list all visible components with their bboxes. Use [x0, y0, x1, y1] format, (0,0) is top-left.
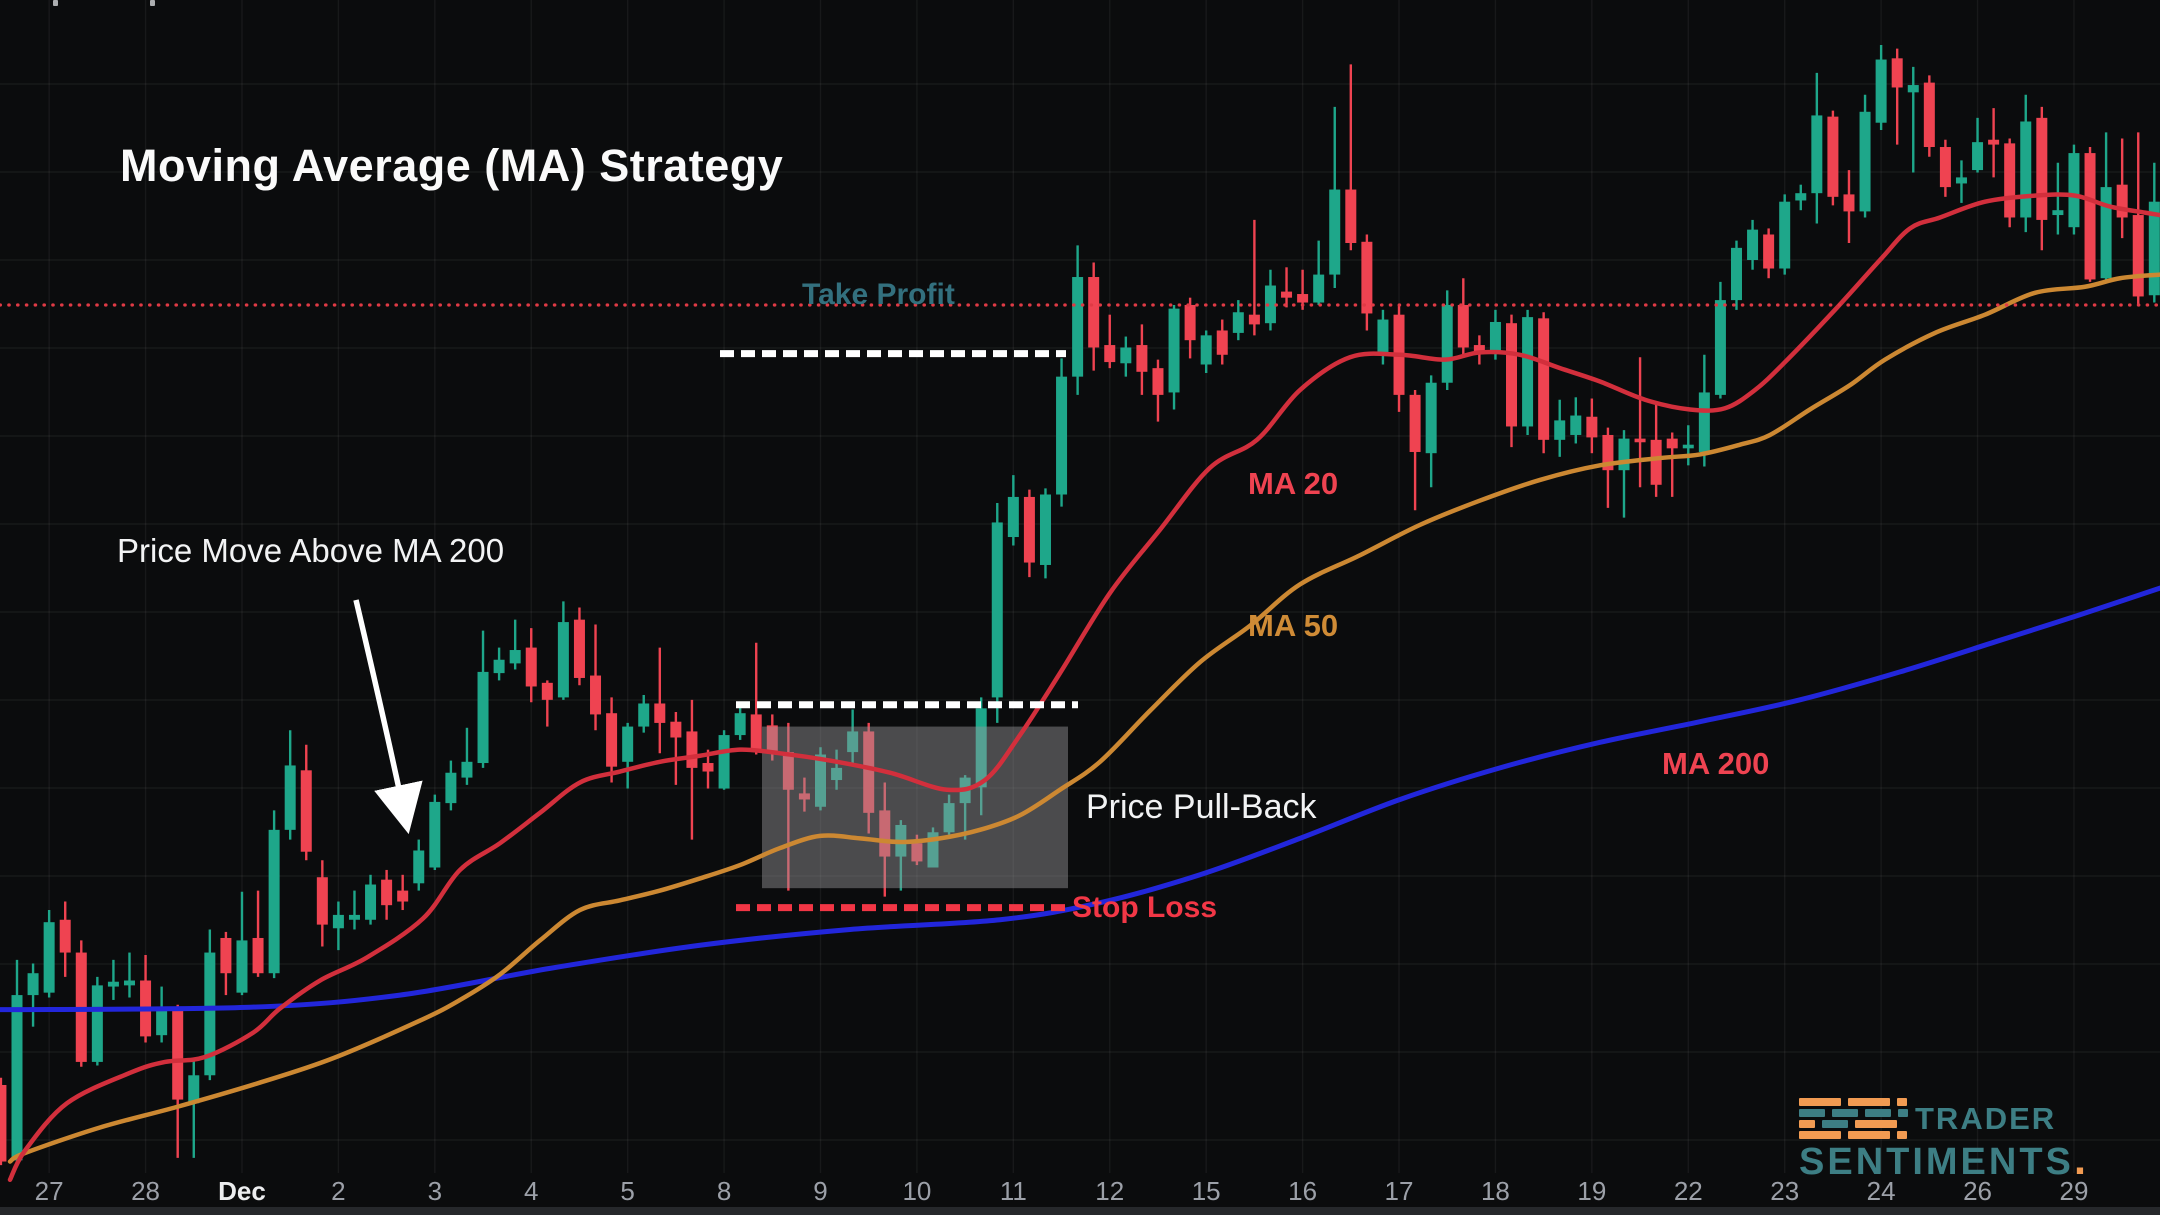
x-axis-label: 19: [1577, 1176, 1606, 1206]
x-axis-label: 24: [1867, 1176, 1896, 1206]
candles: [0, 44, 2160, 1166]
x-axis-label: 17: [1385, 1176, 1414, 1206]
x-axis-label: 23: [1770, 1176, 1799, 1206]
x-axis-label: 12: [1095, 1176, 1124, 1206]
x-axis-label: 10: [902, 1176, 931, 1206]
x-axis-label: 2: [331, 1176, 345, 1206]
cropped-text-fragment: [53, 0, 58, 6]
trader-sentiments-logo-icon: [1799, 1098, 1908, 1139]
x-axis-label: 22: [1674, 1176, 1703, 1206]
cropped-text-fragment: [150, 0, 155, 6]
x-axis-label: 8: [717, 1176, 731, 1206]
x-axis-label: 28: [131, 1176, 160, 1206]
logo-word-sentiments: SENTIMENTS: [1799, 1141, 2074, 1183]
logo-word-trader: TRADER: [1915, 1100, 2057, 1136]
x-axis-label: 18: [1481, 1176, 1510, 1206]
price-move-arrow: [353, 599, 423, 835]
ma-line-50: [7, 272, 2160, 1164]
x-axis-label: 16: [1288, 1176, 1317, 1206]
pullback-zone-box: [762, 726, 1068, 889]
bottom-strip: [0, 1207, 2160, 1215]
x-axis-label: 4: [524, 1176, 538, 1206]
ma-line-20: [7, 192, 2160, 1183]
x-axis-label: 29: [2059, 1176, 2088, 1206]
x-axis-label: 26: [1963, 1176, 1992, 1206]
x-axis-label: 9: [813, 1176, 827, 1206]
x-axis: 2728Dec234589101112151617181922232426293: [35, 1176, 2089, 1206]
x-axis-label: 5: [620, 1176, 634, 1206]
ma-line-200: [0, 585, 2160, 1013]
logo-dot: .: [2073, 1135, 2090, 1184]
x-axis-label: Dec: [218, 1176, 266, 1206]
brand-logo: TRADER SENTIMENTS.: [1799, 1098, 2089, 1184]
x-axis-label: 15: [1192, 1176, 1221, 1206]
x-axis-label: 11: [1000, 1176, 1027, 1206]
x-axis-label: 3: [428, 1176, 442, 1206]
x-axis-label: 27: [35, 1176, 64, 1206]
